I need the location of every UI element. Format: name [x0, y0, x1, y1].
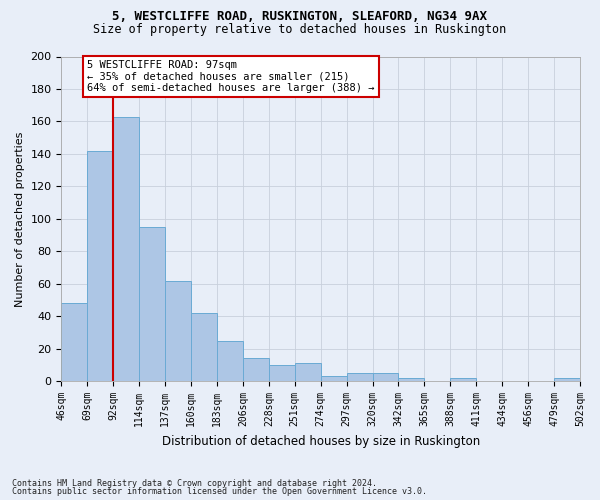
Y-axis label: Number of detached properties: Number of detached properties — [15, 131, 25, 306]
Bar — [191, 313, 217, 381]
Bar — [61, 304, 88, 381]
Text: 5, WESTCLIFFE ROAD, RUSKINGTON, SLEAFORD, NG34 9AX: 5, WESTCLIFFE ROAD, RUSKINGTON, SLEAFORD… — [113, 10, 487, 23]
Bar — [321, 376, 347, 381]
Bar — [88, 150, 113, 381]
Text: Size of property relative to detached houses in Ruskington: Size of property relative to detached ho… — [94, 22, 506, 36]
Bar — [347, 373, 373, 381]
Bar — [165, 280, 191, 381]
Text: Contains public sector information licensed under the Open Government Licence v3: Contains public sector information licen… — [12, 487, 427, 496]
X-axis label: Distribution of detached houses by size in Ruskington: Distribution of detached houses by size … — [161, 434, 480, 448]
Bar — [295, 364, 321, 381]
Bar — [451, 378, 476, 381]
Bar — [398, 378, 424, 381]
Bar — [243, 358, 269, 381]
Bar — [554, 378, 580, 381]
Text: 5 WESTCLIFFE ROAD: 97sqm
← 35% of detached houses are smaller (215)
64% of semi-: 5 WESTCLIFFE ROAD: 97sqm ← 35% of detach… — [88, 60, 375, 93]
Text: Contains HM Land Registry data © Crown copyright and database right 2024.: Contains HM Land Registry data © Crown c… — [12, 478, 377, 488]
Bar — [217, 340, 243, 381]
Bar — [139, 227, 165, 381]
Bar — [373, 373, 398, 381]
Bar — [269, 365, 295, 381]
Bar — [113, 116, 139, 381]
